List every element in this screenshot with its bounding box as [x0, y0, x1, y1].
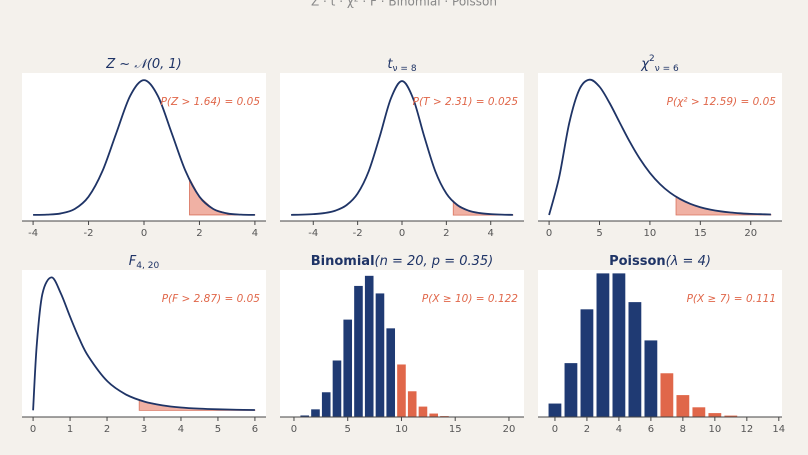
x-tick-label: -4: [308, 228, 318, 239]
bar: [375, 293, 385, 417]
x-tick-label: 2: [104, 424, 110, 435]
bar: [596, 273, 610, 417]
x-tick-label: 4: [178, 424, 184, 435]
x-tick-label: 4: [252, 228, 258, 239]
bar: [548, 403, 562, 417]
x-tick-label: 0: [291, 424, 297, 435]
title-part: Poisson: [609, 254, 666, 269]
annotation: P(Z > 1.64) = 0.05: [161, 96, 261, 108]
annotation: P(F > 2.87) = 0.05: [162, 293, 261, 305]
bar: [311, 409, 320, 417]
x-tick-label: -2: [353, 228, 363, 239]
bar: [354, 285, 363, 417]
x-tick-label: 0: [30, 424, 36, 435]
x-tick-label: 10: [708, 424, 721, 435]
bar: [580, 309, 594, 417]
x-tick-label: 5: [345, 424, 351, 435]
x-tick-label: 10: [395, 424, 408, 435]
chart-title: Z ~ 𝒩(0, 1): [105, 57, 181, 72]
x-tick-label: 10: [644, 228, 657, 239]
plot-area: [22, 270, 266, 417]
x-tick-label: 20: [744, 228, 757, 239]
density-curve: [291, 80, 513, 216]
density-curve: [548, 78, 771, 216]
chart-title: Poisson(λ = 4): [609, 254, 711, 269]
title-part: 2: [649, 54, 655, 64]
title-part: (λ = 4): [666, 254, 711, 269]
x-tick-label: 15: [449, 424, 462, 435]
title-part: Z ~ 𝒩(0, 1): [105, 57, 181, 72]
plot-area: [280, 73, 524, 221]
x-tick-label: -4: [28, 228, 38, 239]
title-part: (n = 20, p = 0.35): [375, 254, 494, 269]
annotation: P(χ² > 12.59) = 0.05: [667, 96, 777, 108]
bar: [644, 340, 658, 417]
x-tick-label: 5: [215, 424, 221, 435]
x-tick-label: 0: [546, 228, 552, 239]
x-tick-label: 0: [552, 424, 558, 435]
density-curve: [32, 276, 255, 411]
bar: [321, 392, 331, 417]
x-tick-label: 4: [488, 228, 494, 239]
x-tick-label: 0: [141, 228, 147, 239]
x-tick-label: 8: [680, 424, 686, 435]
title-part: 4, 20: [136, 261, 159, 271]
chart-title: F4, 20: [129, 254, 160, 271]
bar: [300, 415, 310, 417]
title-part: χ: [640, 57, 650, 72]
chart-title: tν = 8: [387, 57, 416, 74]
bar: [332, 360, 342, 417]
x-tick-label: 6: [252, 424, 258, 435]
bar: [364, 275, 374, 417]
x-tick-label: 5: [596, 228, 602, 239]
bar: [692, 407, 706, 417]
x-tick-label: 2: [443, 228, 449, 239]
bar: [564, 363, 578, 417]
x-tick-label: 2: [584, 424, 590, 435]
x-tick-label: 3: [141, 424, 147, 435]
x-tick-label: 15: [694, 228, 707, 239]
title-part: ν = 8: [393, 64, 417, 74]
x-tick-label: 2: [196, 228, 202, 239]
chart-title: Binomial(n = 20, p = 0.35): [311, 254, 493, 269]
x-tick-label: -2: [84, 228, 94, 239]
bar: [628, 302, 642, 417]
title-part: t: [387, 57, 393, 72]
bar: [676, 395, 690, 417]
bar: [397, 364, 406, 417]
plot-area: [538, 73, 782, 221]
x-tick-label: 4: [616, 424, 622, 435]
bar: [429, 413, 439, 417]
plot-area: [22, 73, 266, 221]
x-tick-label: 6: [648, 424, 654, 435]
annotation: P(T > 2.31) = 0.025: [413, 96, 519, 108]
x-tick-label: 12: [740, 424, 753, 435]
bar: [724, 415, 738, 417]
bar: [407, 391, 417, 417]
bar: [708, 413, 722, 417]
annotation: P(X ≥ 10) = 0.122: [422, 293, 518, 305]
title-part: F: [129, 254, 137, 269]
title-part: Binomial: [311, 254, 375, 269]
bar: [660, 373, 674, 417]
title-part: ν = 6: [655, 64, 679, 74]
plot-area: [538, 270, 782, 417]
chart-title: χ2ν = 6: [640, 54, 679, 74]
bar: [612, 273, 626, 417]
figure-header: Z · t · χ² · F · Binomial · Poisson: [311, 0, 497, 9]
bar: [343, 319, 353, 417]
x-tick-label: 0: [399, 228, 405, 239]
x-tick-label: 1: [67, 424, 73, 435]
x-tick-label: 14: [772, 424, 785, 435]
annotation: P(X ≥ 7) = 0.111: [687, 293, 776, 305]
bar: [418, 406, 428, 417]
bar: [386, 328, 396, 417]
density-curve: [33, 79, 255, 216]
x-tick-label: 20: [503, 424, 516, 435]
